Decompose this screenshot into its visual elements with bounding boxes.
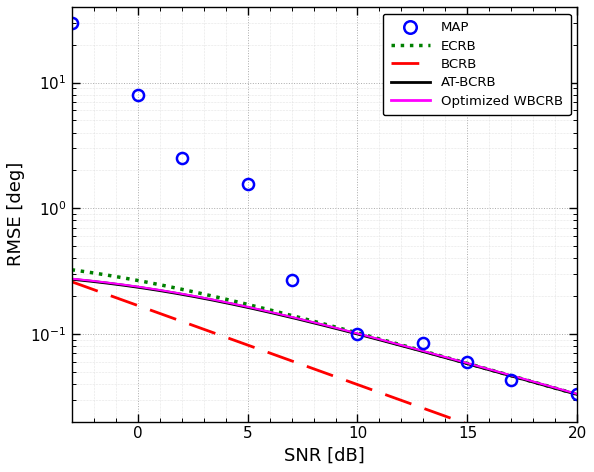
Optimized WBCRB [483, 365, 490, 371]
Optimized WBCRB [369, 335, 376, 340]
ECRB [311, 319, 318, 324]
MAP [420, 340, 427, 346]
MAP [244, 181, 251, 187]
BCRB [308, 365, 315, 371]
BCRB [369, 387, 376, 393]
Line: Optimized WBCRB: Optimized WBCRB [72, 278, 577, 394]
MAP [134, 92, 141, 98]
BCRB [342, 377, 349, 383]
AT-BCRB [342, 328, 349, 334]
Optimized WBCRB [562, 388, 569, 394]
ECRB [562, 388, 569, 394]
MAP [508, 377, 515, 383]
MAP [464, 359, 471, 364]
ECRB [68, 267, 75, 272]
BCRB [562, 456, 569, 462]
AT-BCRB [562, 388, 569, 394]
Optimized WBCRB [574, 391, 581, 397]
MAP [574, 391, 581, 397]
Optimized WBCRB [342, 328, 349, 333]
BCRB [483, 428, 490, 434]
BCRB [68, 279, 75, 285]
AT-BCRB [574, 392, 581, 397]
BCRB [311, 366, 318, 372]
ECRB [308, 318, 315, 324]
Line: AT-BCRB: AT-BCRB [72, 279, 577, 395]
ECRB [574, 392, 581, 397]
Legend: MAP, ECRB, BCRB, AT-BCRB, Optimized WBCRB: MAP, ECRB, BCRB, AT-BCRB, Optimized WBCR… [383, 14, 571, 116]
AT-BCRB [311, 320, 318, 326]
ECRB [369, 334, 376, 340]
Line: ECRB: ECRB [72, 270, 577, 395]
BCRB [574, 461, 581, 466]
MAP [354, 331, 361, 337]
MAP [178, 155, 185, 161]
AT-BCRB [308, 320, 315, 325]
MAP [288, 277, 295, 282]
X-axis label: SNR [dB]: SNR [dB] [284, 447, 365, 465]
ECRB [342, 327, 349, 332]
AT-BCRB [369, 335, 376, 341]
AT-BCRB [68, 277, 75, 282]
Optimized WBCRB [308, 319, 315, 325]
Optimized WBCRB [311, 320, 318, 326]
Y-axis label: RMSE [deg]: RMSE [deg] [7, 162, 25, 266]
MAP [68, 20, 75, 25]
Optimized WBCRB [68, 276, 75, 281]
Line: BCRB: BCRB [72, 282, 577, 464]
AT-BCRB [483, 366, 490, 372]
Line: MAP: MAP [66, 17, 583, 400]
ECRB [483, 366, 490, 371]
